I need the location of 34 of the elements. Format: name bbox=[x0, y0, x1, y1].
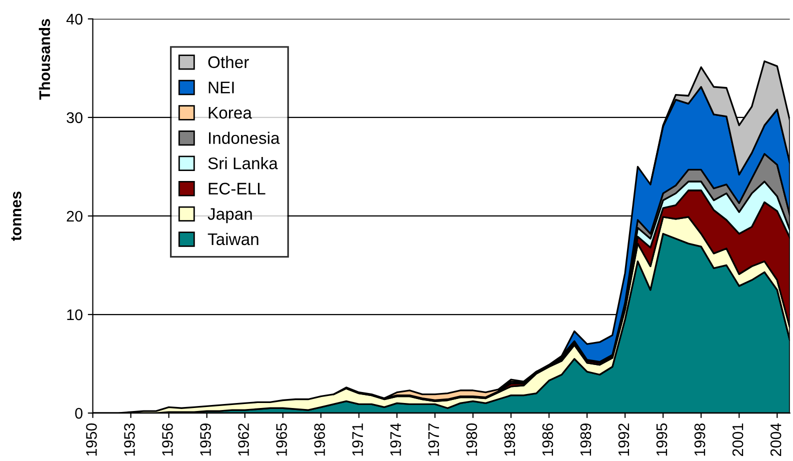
y-tick-label: 0 bbox=[75, 408, 82, 419]
y-tick-label: 30 bbox=[66, 112, 82, 124]
x-tick-label: 1962 bbox=[238, 424, 249, 456]
x-tick-label: 2004 bbox=[770, 423, 782, 456]
x-tick-label: 1983 bbox=[504, 423, 516, 456]
x-tick-label: 1980 bbox=[466, 423, 478, 456]
x-tick-label: 1998 bbox=[694, 423, 706, 456]
x-tick-label: 1956 bbox=[162, 423, 173, 456]
y-tick-label: 40 bbox=[66, 14, 82, 25]
x-tick-label: 1950 bbox=[86, 423, 97, 456]
x-tick-label: 1971 bbox=[352, 424, 364, 456]
x-tick-label: 1995 bbox=[656, 423, 668, 456]
y-axis-title: tonnes bbox=[11, 192, 22, 241]
legend-label: Indonesia bbox=[209, 132, 280, 144]
x-tick-label: 2001 bbox=[732, 424, 744, 456]
x-tick-label: 1992 bbox=[618, 424, 630, 456]
legend-label: Korea bbox=[208, 107, 252, 119]
x-tick-label: 1959 bbox=[200, 424, 211, 456]
y-tick-label: 20 bbox=[66, 210, 82, 222]
x-tick-label: 1965 bbox=[276, 423, 287, 456]
x-tick-label: 1953 bbox=[124, 423, 135, 456]
legend-label: NEI bbox=[208, 82, 234, 94]
legend-label: Taiwan bbox=[208, 232, 258, 246]
x-tick-label: 1968 bbox=[314, 423, 326, 456]
legend-label: Other bbox=[208, 56, 249, 68]
y-tick-label: 10 bbox=[67, 309, 82, 320]
legend-label: Sri Lanka bbox=[208, 157, 278, 170]
x-tick-label: 1974 bbox=[390, 423, 402, 456]
text: Thousands bbox=[38, 19, 50, 100]
legend-label: Japan bbox=[208, 208, 252, 224]
legend-label: EC-ELL bbox=[208, 182, 266, 195]
x-tick-label: 1977 bbox=[428, 424, 440, 456]
x-tick-label: 1986 bbox=[542, 423, 554, 456]
x-tick-label: 1989 bbox=[580, 424, 592, 456]
